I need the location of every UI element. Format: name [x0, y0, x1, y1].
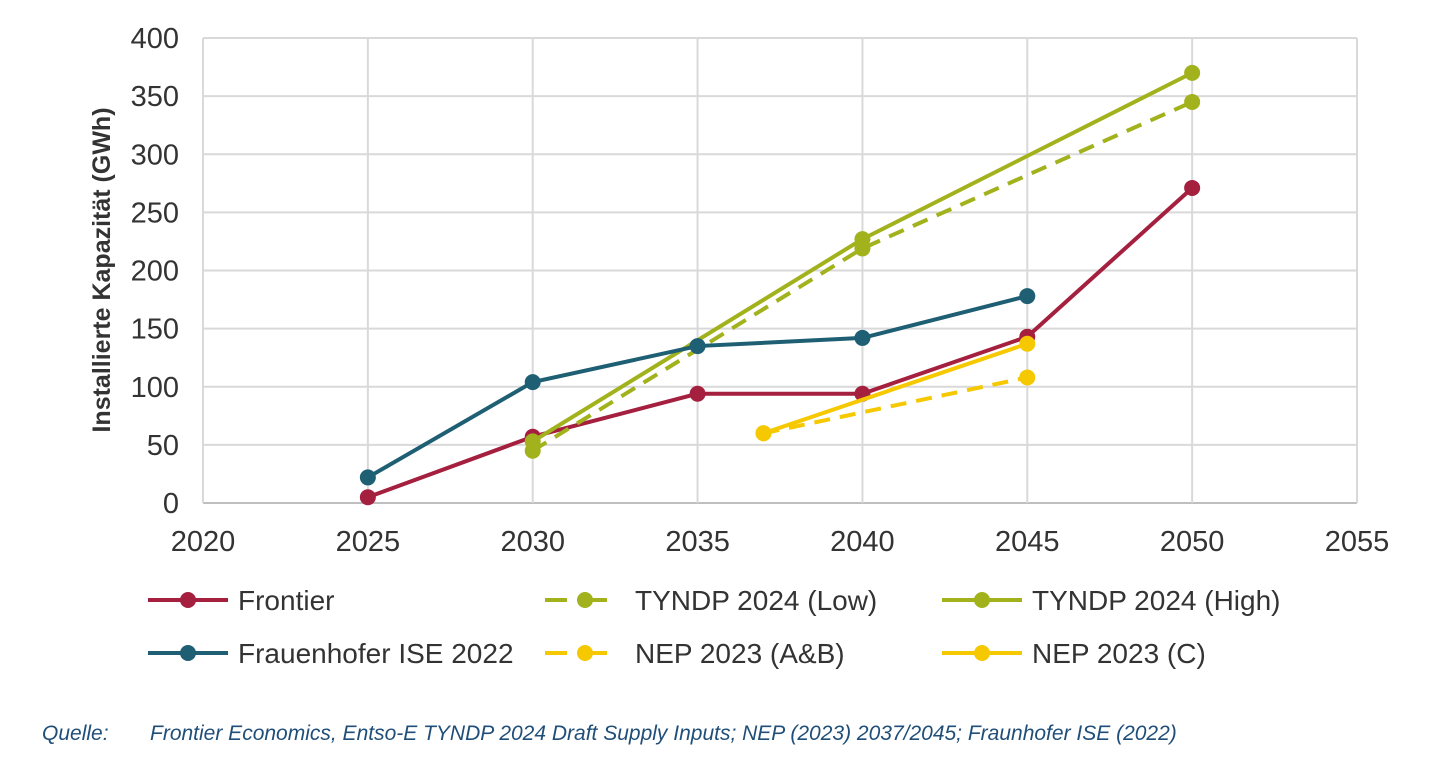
data-point [755, 425, 772, 442]
y-tick-label: 300 [131, 139, 179, 171]
y-tick-label: 150 [131, 314, 179, 346]
legend-label: TYNDP 2024 (Low) [635, 585, 877, 616]
legend-marker [974, 592, 990, 608]
legend-item-tyndp-2024-low: TYNDP 2024 (Low) [545, 585, 877, 616]
source-note: Quelle: Frontier Economics, Entso-E TYNDP… [42, 722, 1177, 746]
series-nep-2023-c [755, 335, 1036, 442]
legend-item-frontier: Frontier [148, 585, 334, 616]
legend-label: Frontier [238, 585, 334, 616]
y-tick-label: 50 [147, 430, 179, 462]
x-tick-label: 2055 [1325, 526, 1390, 558]
data-point [854, 329, 871, 346]
legend-marker [180, 645, 196, 661]
series-tyndp-2024-high [524, 64, 1201, 450]
source-label: Quelle: [42, 722, 109, 745]
y-axis-label: Installierte Kapazität (GWh) [88, 107, 116, 432]
series-line [763, 375, 1028, 436]
y-tick-label: 100 [131, 372, 179, 404]
x-axis-ticks: 2020 2025 2030 2035 2040 2045 2050 2055 [171, 526, 1390, 558]
x-tick-label: 2030 [500, 526, 565, 558]
legend-marker [577, 592, 593, 608]
source-text: Frontier Economics, Entso-E TYNDP 2024 D… [150, 722, 1177, 745]
legend-item-frauenhofer-ise-2022: Frauenhofer ISE 2022 [148, 638, 514, 669]
legend-label: NEP 2023 (A&B) [635, 638, 845, 669]
chart-legend: Frontier TYNDP 2024 (Low) TYNDP 2024 (High… [148, 585, 1280, 669]
legend-label: NEP 2023 (C) [1032, 638, 1206, 669]
y-tick-label: 200 [131, 256, 179, 288]
series-line [762, 341, 1028, 436]
data-point [1184, 179, 1201, 196]
data-point [689, 338, 706, 355]
data-point [1019, 369, 1036, 386]
y-tick-label: 0 [163, 488, 179, 520]
legend-marker [974, 645, 990, 661]
legend-marker [577, 645, 593, 661]
x-tick-label: 2045 [995, 526, 1060, 558]
y-axis-ticks: 0 50 100 150 200 250 300 350 400 [131, 23, 179, 520]
y-tick-label: 350 [131, 81, 179, 113]
legend-item-nep-2023-a-b: NEP 2023 (A&B) [545, 638, 845, 669]
legend-item-tyndp-2024-high: TYNDP 2024 (High) [942, 585, 1280, 616]
x-tick-label: 2040 [830, 526, 895, 558]
legend-item-nep-2023-c: NEP 2023 (C) [942, 638, 1206, 669]
x-tick-label: 2050 [1160, 526, 1225, 558]
data-point [1019, 288, 1036, 305]
y-tick-label: 250 [131, 197, 179, 229]
chart-series [359, 64, 1201, 506]
data-point [524, 374, 541, 391]
series-line [531, 100, 1193, 453]
x-tick-label: 2025 [336, 526, 401, 558]
data-point [689, 385, 706, 402]
y-tick-label: 400 [131, 23, 179, 55]
data-point [854, 231, 871, 248]
chart-grid [202, 37, 1358, 504]
series-line [367, 186, 1194, 500]
line-chart: 0 50 100 150 200 250 300 350 400 2020 2025 2030 203… [88, 23, 1390, 669]
data-point [359, 469, 376, 486]
legend-label: TYNDP 2024 (High) [1032, 585, 1280, 616]
data-point [359, 489, 376, 506]
x-tick-label: 2035 [665, 526, 730, 558]
x-tick-label: 2020 [171, 526, 236, 558]
series-frauenhofer-ise-2022 [359, 288, 1036, 486]
legend-marker [180, 592, 196, 608]
data-point [524, 433, 541, 450]
data-point [1184, 93, 1201, 110]
legend-label: Frauenhofer ISE 2022 [238, 638, 514, 669]
data-point [1184, 64, 1201, 81]
data-point [1019, 335, 1036, 352]
